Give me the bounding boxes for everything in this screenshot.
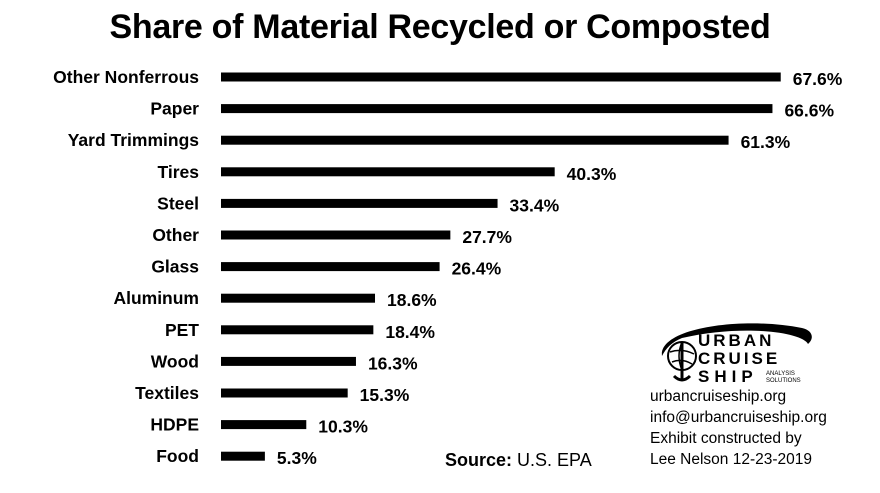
category-label: Aluminum: [113, 288, 199, 308]
bar: [221, 451, 265, 461]
data-label: 66.6%: [784, 101, 834, 121]
bar: [221, 293, 376, 303]
data-label: 16.3%: [368, 353, 418, 373]
source-note: Source: U.S. EPA: [445, 450, 592, 471]
data-label: 18.6%: [387, 290, 437, 310]
category-label: PET: [165, 320, 199, 340]
category-label: HDPE: [150, 415, 199, 435]
logo-tag-solutions: SOLUTIONS: [766, 378, 801, 384]
data-label: 61.3%: [741, 132, 791, 152]
category-label: Glass: [151, 257, 199, 277]
credits-block: urbancruiseship.org info@urbancruiseship…: [650, 386, 827, 470]
category-label: Steel: [157, 193, 199, 213]
source-label: Source:: [445, 450, 513, 470]
data-label: 33.4%: [510, 195, 560, 215]
bar: [221, 135, 729, 145]
category-label: Paper: [150, 99, 199, 119]
category-label: Other: [152, 225, 199, 245]
category-label: Wood: [151, 351, 199, 371]
logo-word-urban: URBAN: [698, 331, 774, 350]
bar: [221, 104, 773, 114]
bar: [221, 325, 374, 335]
category-label: Other Nonferrous: [53, 67, 199, 87]
anchor-icon: [672, 342, 692, 382]
source-value: U.S. EPA: [517, 450, 592, 470]
bar: [221, 420, 307, 430]
credits-site: urbancruiseship.org: [650, 388, 787, 405]
bar: [221, 388, 348, 398]
data-label: 5.3%: [277, 448, 317, 468]
data-label: 27.7%: [462, 227, 512, 247]
logo-swoosh: [661, 323, 812, 356]
data-label: 40.3%: [567, 164, 617, 184]
logo-word-cruise: CRUISE: [698, 349, 780, 368]
bar: [221, 262, 440, 272]
logo-tag-analysis: ANALYSIS: [766, 371, 795, 377]
category-label: Textiles: [135, 383, 199, 403]
category-label: Food: [156, 446, 199, 466]
credits-author: Lee Nelson 12-23-2019: [650, 451, 813, 468]
data-label: 26.4%: [452, 259, 502, 279]
logo-word-ship: SHIP: [698, 367, 758, 386]
credits-constructed: Exhibit constructed by: [650, 430, 802, 447]
urban-cruise-ship-logo: URBAN CRUISE SHIP ANALYSIS SOLUTIONS: [661, 323, 812, 386]
bar: [221, 230, 451, 240]
bar: [221, 356, 356, 366]
bar: [221, 198, 498, 208]
data-label: 67.6%: [793, 69, 843, 89]
data-label: 10.3%: [318, 417, 368, 437]
credits-email: info@urbancruiseship.org: [650, 409, 827, 426]
bar: [221, 72, 781, 82]
chart-title: Share of Material Recycled or Composted: [109, 8, 771, 46]
category-label: Yard Trimmings: [68, 130, 200, 150]
data-label: 15.3%: [360, 385, 410, 405]
bar: [221, 167, 555, 177]
category-label: Tires: [157, 162, 199, 182]
data-label: 18.4%: [385, 322, 435, 342]
